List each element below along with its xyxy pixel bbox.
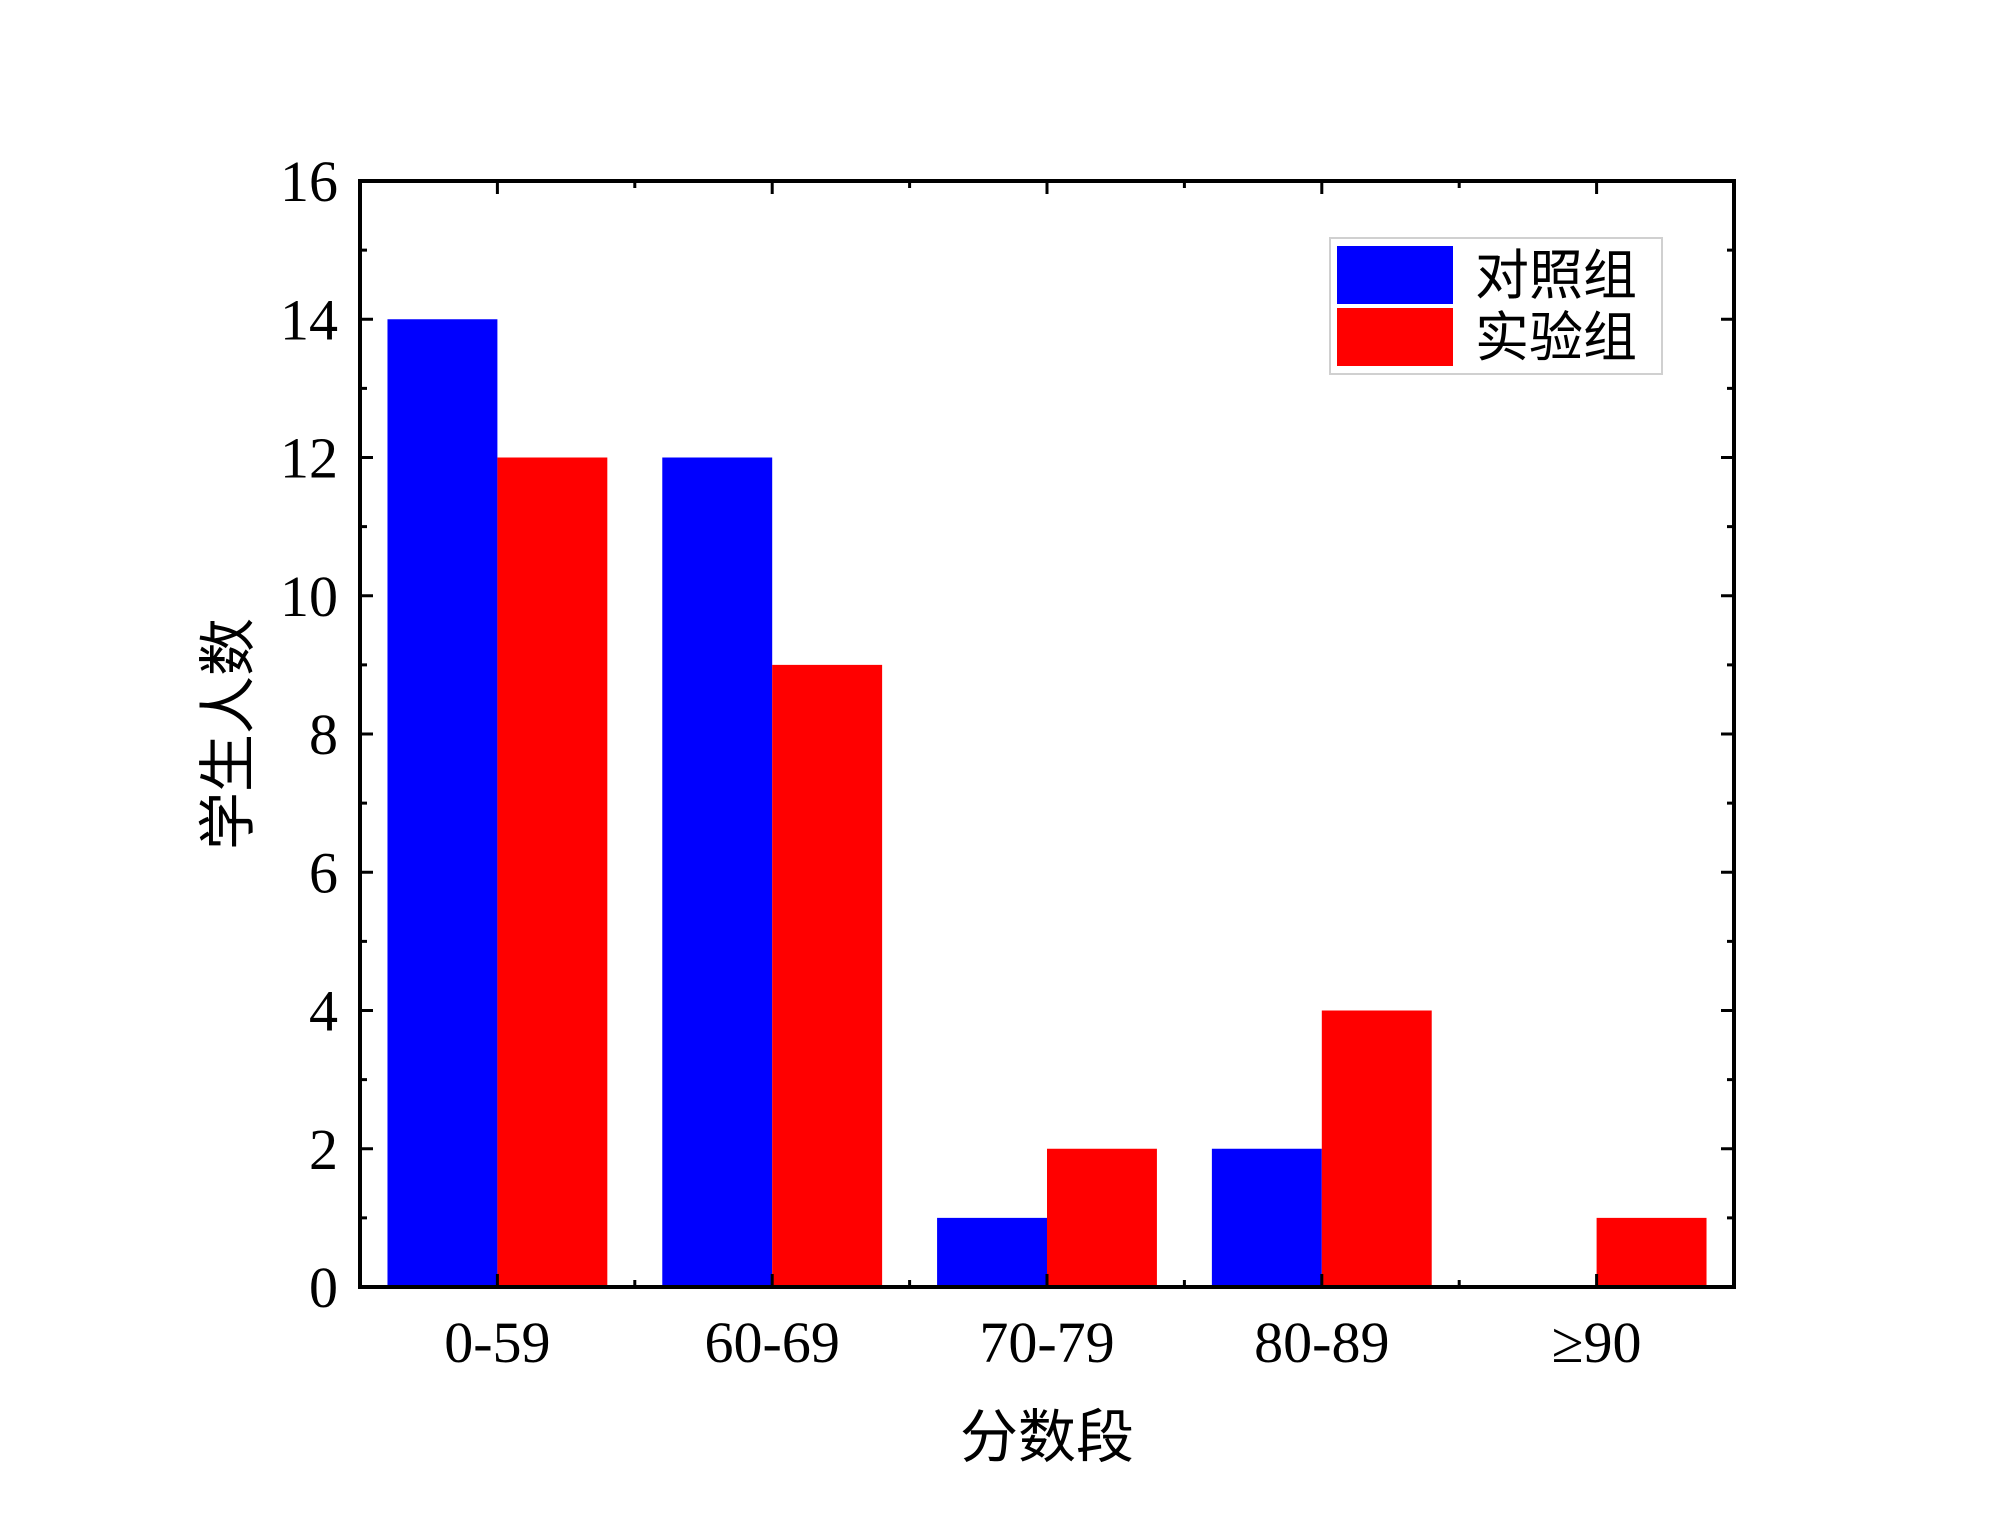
bar-experiment-4: [1596, 1217, 1707, 1287]
y-tick-label-2: 4: [309, 979, 338, 1044]
x-tick-label-4: ≥90: [1552, 1310, 1642, 1375]
y-axis-title: 学生人数: [194, 618, 262, 850]
x-axis-title: 分数段: [960, 1403, 1134, 1471]
plot-frame: [358, 179, 1736, 1289]
x-tick-label-0: 0-59: [444, 1310, 550, 1375]
bar-control-3: [1211, 1148, 1322, 1287]
bar-control-1: [662, 457, 773, 1287]
legend-swatch-1: [1337, 308, 1453, 366]
x-tick-label-3: 80-89: [1254, 1310, 1389, 1375]
legend-swatch-0: [1337, 246, 1453, 304]
y-tick-label-4: 8: [309, 702, 338, 767]
bar-control-0: [387, 319, 498, 1287]
y-tick-label-1: 2: [309, 1117, 338, 1182]
bar-experiment-0: [497, 457, 608, 1287]
bar-experiment-1: [772, 664, 883, 1287]
legend-label-1: 实验组: [1475, 306, 1637, 369]
y-tick-label-3: 6: [309, 840, 338, 905]
y-tick-label-6: 12: [280, 426, 338, 491]
bar-experiment-2: [1047, 1148, 1157, 1287]
legend-label-0: 对照组: [1475, 244, 1637, 307]
bar-experiment-3: [1321, 1010, 1432, 1287]
bars-group: [387, 319, 1707, 1287]
y-tick-label-5: 10: [280, 564, 338, 629]
tick-labels: 0 2 4 6 8 10 12 14 16 0-59 60-69 70-79 80-89 ≥90: [280, 149, 1642, 1375]
x-tick-label-1: 60-69: [705, 1310, 840, 1375]
y-tick-label-7: 14: [280, 287, 338, 352]
x-tick-label-2: 70-79: [979, 1310, 1114, 1375]
bar-control-2: [937, 1217, 1047, 1287]
y-tick-label-0: 0: [309, 1255, 338, 1320]
y-tick-label-8: 16: [280, 149, 338, 214]
